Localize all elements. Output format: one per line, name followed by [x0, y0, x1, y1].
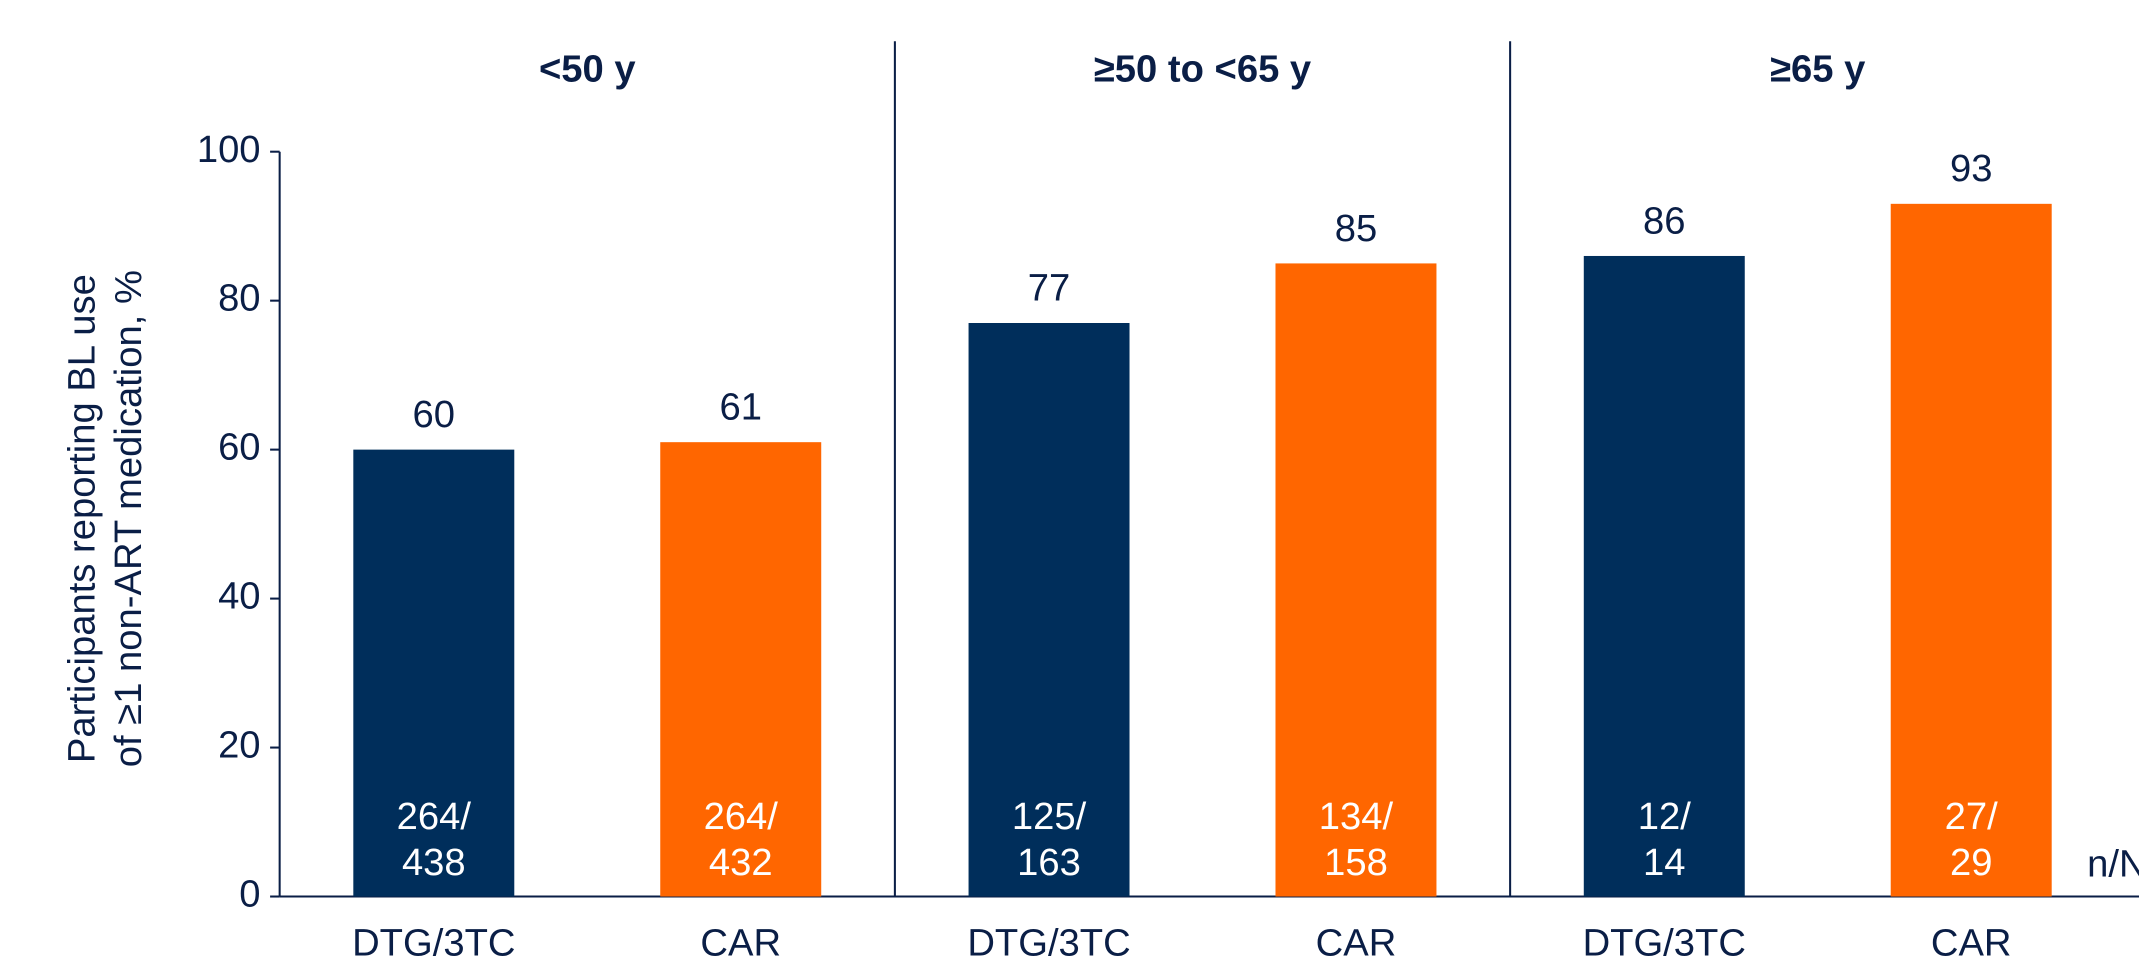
data-label: 85	[1335, 207, 1377, 250]
n-label: 432	[709, 841, 773, 884]
n-label: 134/	[1319, 795, 1394, 838]
n-label: 163	[1017, 841, 1081, 884]
data-label: 86	[1643, 199, 1685, 242]
bar	[1890, 203, 2052, 897]
bar	[968, 323, 1130, 897]
n-label: 264/	[397, 795, 472, 838]
y-axis-label: of ≥1 non-ART medication, %	[107, 270, 150, 767]
bar	[353, 449, 515, 897]
n-label: 125/	[1012, 795, 1087, 838]
n-label: 14	[1643, 841, 1685, 884]
y-tick-label: 0	[239, 873, 260, 916]
group-title: <50 y	[539, 47, 636, 90]
n-label: 264/	[704, 795, 779, 838]
x-tick-label: DTG/3TC	[352, 922, 515, 965]
n-label: 12/	[1638, 795, 1691, 838]
group-title: ≥50 to <65 y	[1094, 47, 1312, 90]
x-tick-label: DTG/3TC	[1583, 922, 1746, 965]
y-tick-label: 20	[218, 724, 260, 767]
data-label: 93	[1950, 147, 1992, 190]
x-tick-label: DTG/3TC	[967, 922, 1130, 965]
y-tick-label: 60	[218, 426, 260, 469]
y-tick-label: 100	[197, 128, 261, 171]
n-label: 27/	[1945, 795, 1998, 838]
data-label: 61	[719, 386, 761, 429]
x-tick-label: CAR	[1931, 922, 2012, 965]
y-tick-label: 40	[218, 575, 260, 618]
bar	[1275, 263, 1437, 897]
n-label-title: n/N	[2087, 843, 2139, 886]
x-tick-label: CAR	[1316, 922, 1397, 965]
y-tick-label: 80	[218, 277, 260, 320]
n-label: 29	[1950, 841, 1992, 884]
bar	[1583, 255, 1745, 897]
data-label: 77	[1028, 266, 1070, 309]
group-title: ≥65 y	[1770, 47, 1866, 90]
bar	[660, 442, 822, 897]
data-label: 60	[413, 393, 455, 436]
n-label: 438	[402, 841, 466, 884]
y-axis-label: Participants reporting BL use	[61, 274, 104, 763]
n-label: 158	[1324, 841, 1388, 884]
x-tick-label: CAR	[700, 922, 781, 965]
